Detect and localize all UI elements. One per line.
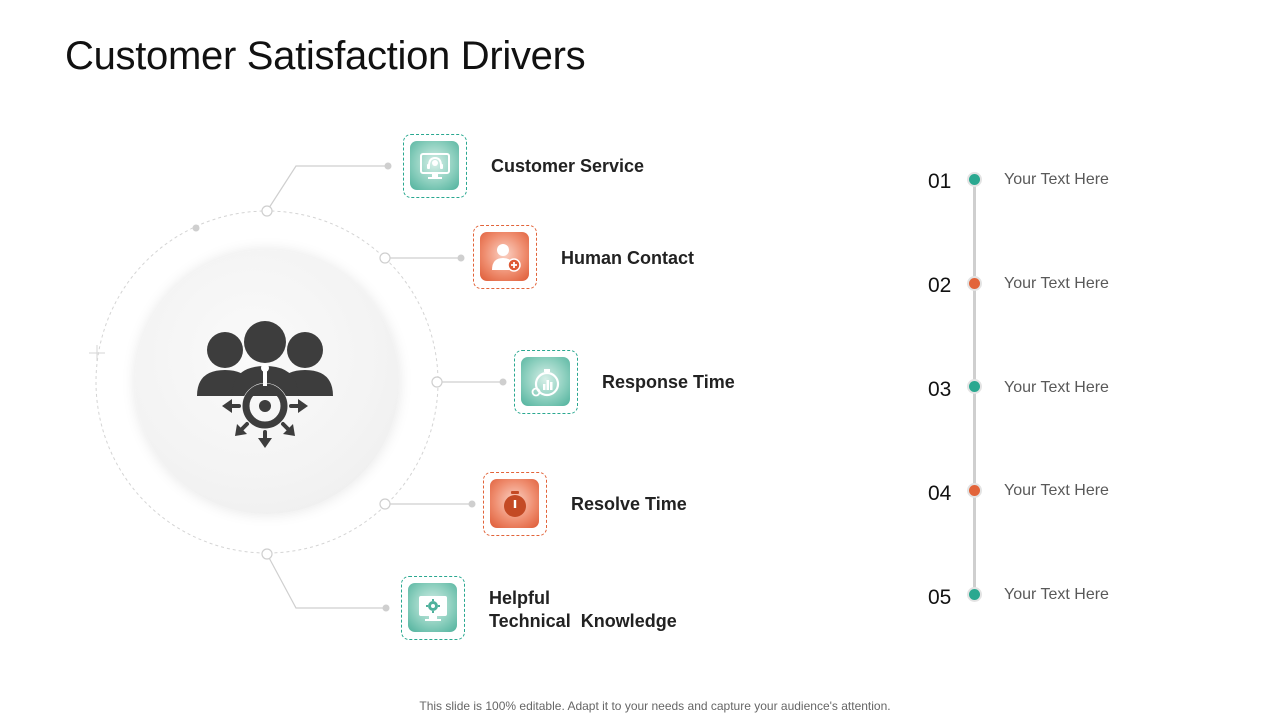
gear-monitor-icon — [418, 595, 447, 621]
timeline-dot-02 — [969, 278, 980, 289]
human-contact-tile — [473, 225, 537, 289]
resolve-time-tile — [483, 472, 547, 536]
timeline-dot-05 — [969, 589, 980, 600]
support-monitor-icon — [419, 152, 450, 179]
driver-label-line-2: Technical Knowledge — [489, 611, 677, 631]
timeline-dot-03 — [969, 381, 980, 392]
timeline-dot-04 — [969, 485, 980, 496]
timeline-dot-01 — [969, 174, 980, 185]
driver-label-customer-service: Customer Service — [491, 156, 645, 176]
stopwatch-chart-icon — [531, 368, 559, 396]
driver-label-technical-knowledge: Helpful Technical Knowledge — [489, 587, 677, 633]
timeline-number-05: 05 — [928, 586, 952, 609]
driver-label-resolve-time: Resolve Time — [571, 494, 687, 514]
timeline-text-01: Your Text Here — [1004, 171, 1109, 188]
page-title: Customer Satisfaction Drivers — [65, 34, 586, 78]
timeline-number-01: 01 — [928, 170, 952, 193]
driver-label-line-1: Helpful — [489, 588, 550, 608]
timeline-text-05: Your Text Here — [1004, 586, 1109, 603]
response-time-tile — [514, 350, 578, 414]
technical-knowledge-tile — [401, 576, 465, 640]
footer-note: This slide is 100% editable. Adapt it to… — [419, 699, 891, 713]
customer-service-tile — [403, 134, 467, 198]
user-add-icon — [491, 243, 521, 272]
hub-circle — [135, 250, 399, 514]
timeline-number-04: 04 — [928, 482, 952, 505]
timeline-text-02: Your Text Here — [1004, 275, 1109, 292]
timeline-text-04: Your Text Here — [1004, 482, 1109, 499]
timeline-number-03: 03 — [928, 378, 952, 401]
timeline-number-02: 02 — [928, 274, 952, 297]
driver-label-human-contact: Human Contact — [561, 248, 695, 268]
timeline-text-03: Your Text Here — [1004, 379, 1109, 396]
stopwatch-icon — [503, 490, 526, 517]
team-target-icon — [197, 321, 333, 448]
driver-label-response-time: Response Time — [602, 372, 735, 392]
